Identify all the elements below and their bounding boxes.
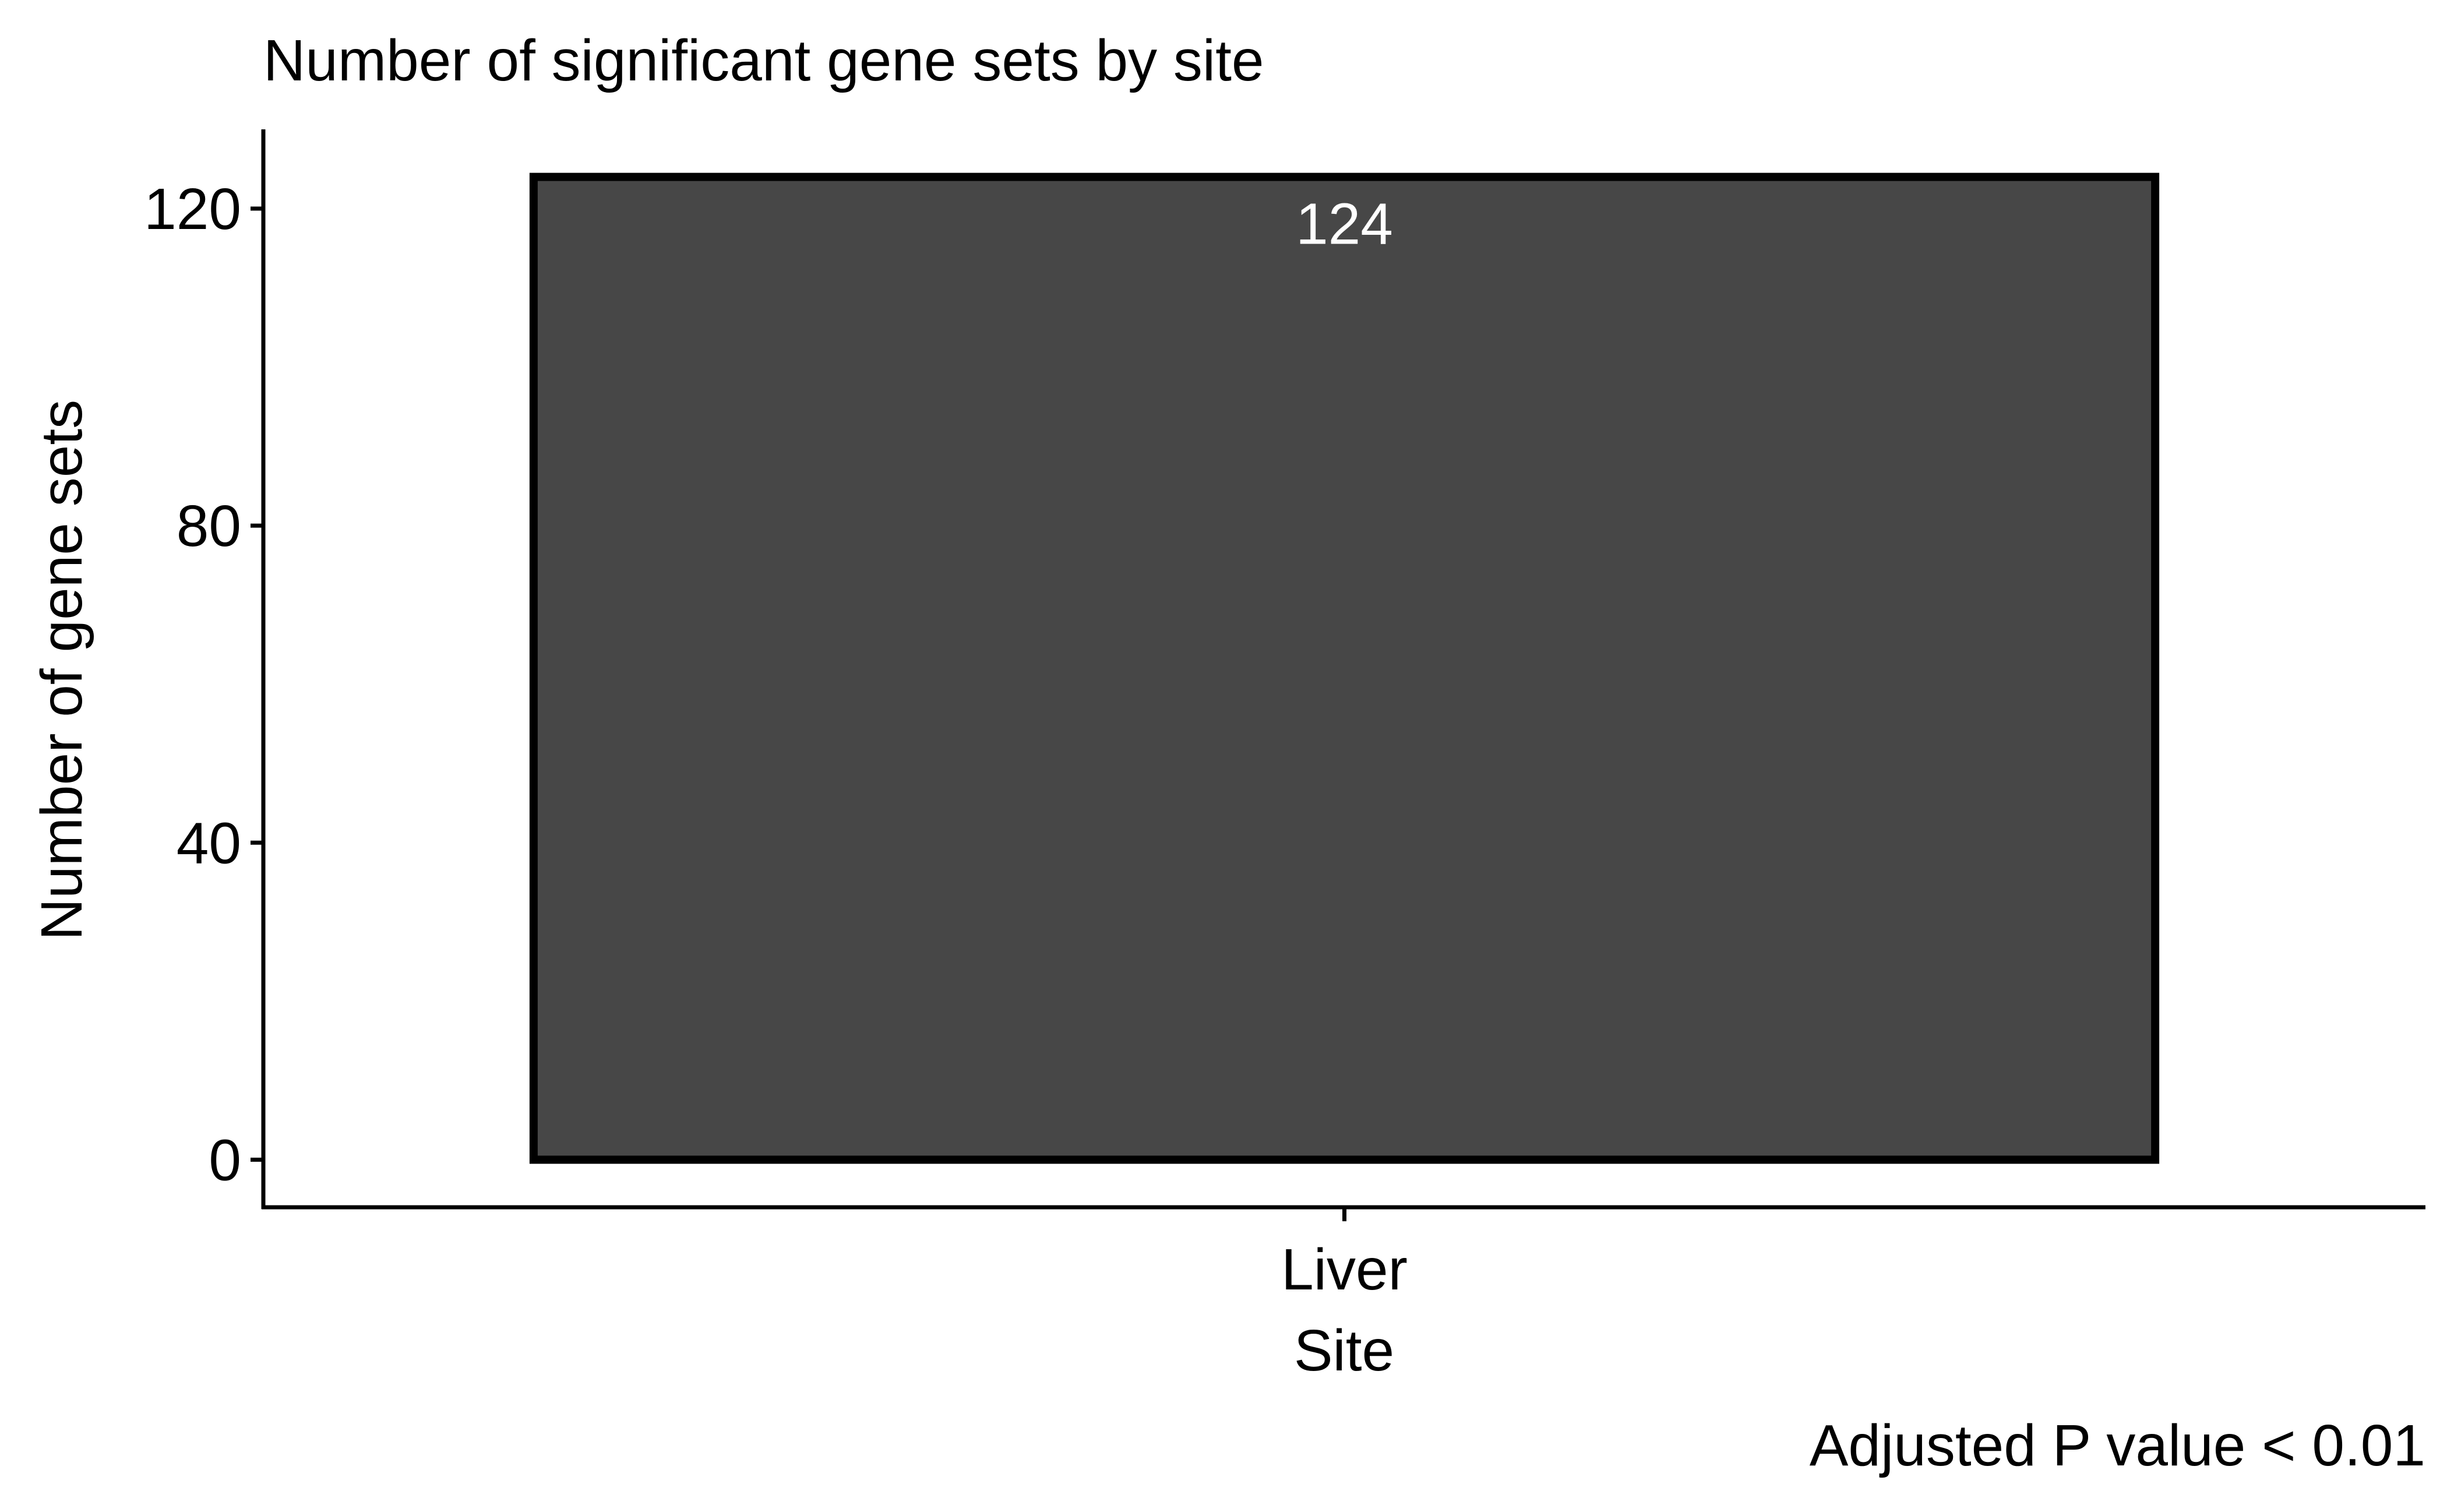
x-axis-title: Site	[1294, 1318, 1394, 1383]
x-tick-label: Liver	[1281, 1237, 1408, 1302]
plot-area: 124	[529, 172, 2160, 1164]
bar-value-label: 124	[1296, 192, 1393, 257]
bar-liver	[529, 172, 2160, 1164]
x-axis-ticks: Liver	[1281, 1207, 1408, 1302]
chart-title: Number of significant gene sets by site	[263, 28, 1264, 93]
y-tick-label: 0	[209, 1127, 241, 1193]
y-axis-ticks: 0 40 80 120	[144, 177, 263, 1193]
y-tick-label: 80	[177, 494, 241, 559]
y-tick-label: 120	[144, 177, 241, 242]
y-axis-title: Number of gene sets	[29, 400, 94, 940]
chart-caption: Adjusted P value < 0.01	[1810, 1413, 2425, 1478]
y-tick-label: 40	[177, 810, 241, 876]
